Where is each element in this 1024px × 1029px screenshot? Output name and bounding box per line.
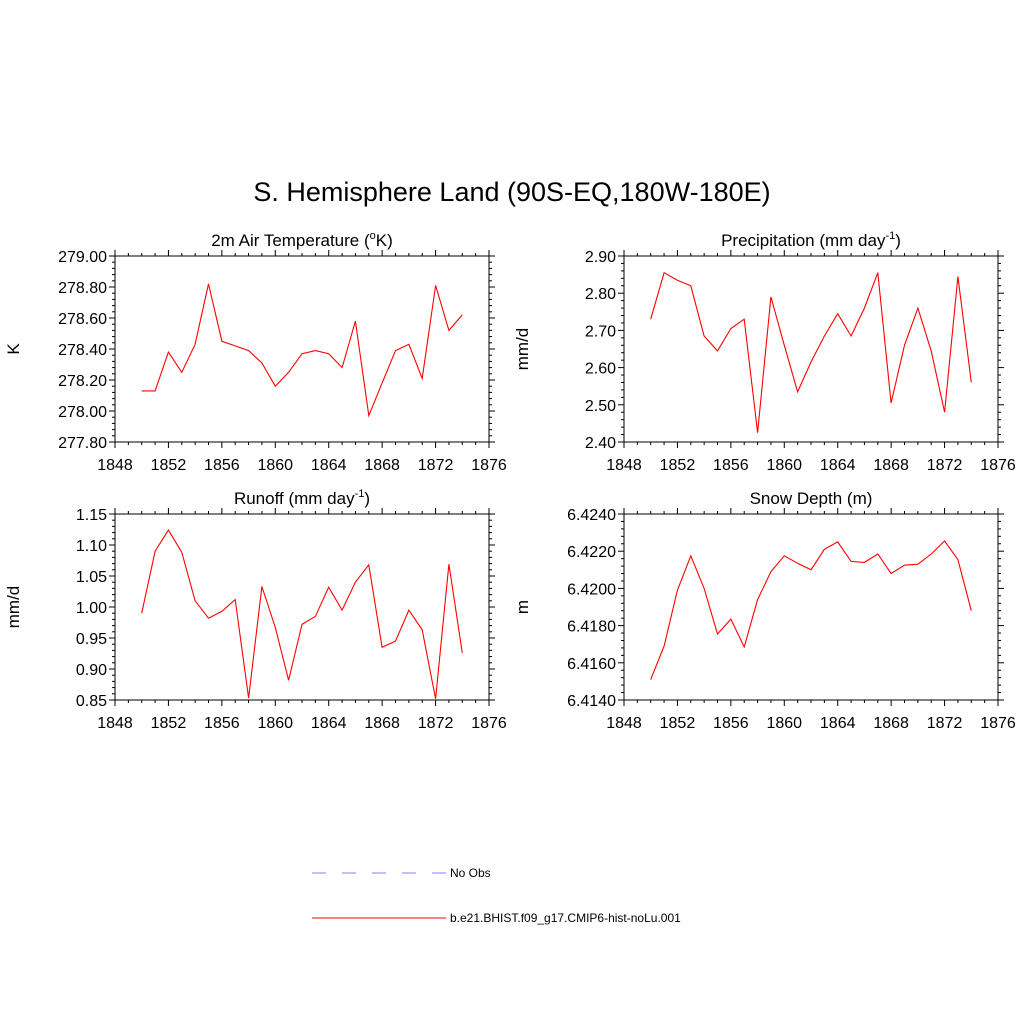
plot-frame bbox=[623, 513, 999, 701]
panel-title-end: ) bbox=[364, 489, 370, 508]
series-line bbox=[141, 283, 463, 418]
series-line bbox=[141, 529, 463, 699]
x-tick-label: 1852 bbox=[151, 457, 187, 474]
x-tick-label: 1860 bbox=[257, 457, 293, 474]
y-tick-label: 6.4160 bbox=[567, 656, 616, 673]
x-tick-label: 1872 bbox=[927, 715, 963, 732]
y-tick-label: 2.60 bbox=[585, 361, 616, 378]
y-axis-label: mm/d bbox=[513, 328, 532, 371]
x-tick-label: 1872 bbox=[927, 457, 963, 474]
y-tick-label: 278.20 bbox=[58, 373, 107, 390]
panel-title-superscript: o bbox=[370, 230, 376, 242]
plot-frame bbox=[114, 255, 490, 443]
y-tick-label: 278.60 bbox=[58, 311, 107, 328]
y-tick-label: 2.50 bbox=[585, 398, 616, 415]
y-tick-label: 0.85 bbox=[76, 693, 107, 710]
y-tick-label: 2.40 bbox=[585, 435, 616, 452]
panel-3: 1848 1852 1856 1860 1864 1868 1872 1876 0.85 0.90… bbox=[4, 488, 507, 732]
x-tick-label: 1876 bbox=[471, 715, 507, 732]
x-tick-label: 1864 bbox=[311, 715, 347, 732]
y-tick-label: 2.80 bbox=[585, 286, 616, 303]
panel-title: Precipitation (mm day-1) bbox=[721, 230, 901, 250]
x-tick-label: 1864 bbox=[820, 457, 856, 474]
panel-4: 1848 1852 1856 1860 1864 1868 1872 1876 6.4140 6.… bbox=[513, 489, 1016, 732]
y-tick-label: 2.70 bbox=[585, 323, 616, 340]
y-tick-label: 279.00 bbox=[58, 249, 107, 266]
y-tick-label: 6.4200 bbox=[567, 581, 616, 598]
y-tick-label: 2.90 bbox=[585, 249, 616, 266]
panel-title: Runoff (mm day-1) bbox=[234, 488, 370, 508]
x-tick-label: 1876 bbox=[980, 715, 1016, 732]
series-line bbox=[650, 540, 972, 680]
y-tick-label: 278.80 bbox=[58, 280, 107, 297]
x-tick-label: 1856 bbox=[204, 457, 240, 474]
panel-title-main: Precipitation (mm day bbox=[721, 231, 886, 250]
x-tick-label: 1848 bbox=[606, 457, 642, 474]
y-tick-label: 1.05 bbox=[76, 569, 107, 586]
legend-label-no-obs: No Obs bbox=[450, 866, 491, 880]
x-tick-label: 1852 bbox=[660, 457, 696, 474]
x-tick-label: 1876 bbox=[471, 457, 507, 474]
x-tick-label: 1860 bbox=[766, 457, 802, 474]
y-tick-label: 6.4240 bbox=[567, 507, 616, 524]
y-axis-label: m bbox=[513, 600, 532, 614]
x-tick-label: 1856 bbox=[713, 457, 749, 474]
x-tick-label: 1860 bbox=[766, 715, 802, 732]
y-axis-label: K bbox=[4, 343, 23, 355]
x-tick-label: 1856 bbox=[204, 715, 240, 732]
legend: No Obs b.e21.BHIST.f09_g17.CMIP6-hist-no… bbox=[312, 866, 681, 925]
x-tick-label: 1876 bbox=[980, 457, 1016, 474]
x-tick-label: 1868 bbox=[364, 457, 400, 474]
x-tick-label: 1860 bbox=[257, 715, 293, 732]
x-tick-label: 1848 bbox=[97, 715, 133, 732]
y-axis-label: mm/d bbox=[4, 586, 23, 629]
x-tick-label: 1848 bbox=[606, 715, 642, 732]
figure-title: S. Hemisphere Land (90S-EQ,180W-180E) bbox=[253, 177, 770, 207]
plot-frame bbox=[623, 255, 999, 443]
panel-title: Snow Depth (m) bbox=[750, 489, 873, 508]
panels: 1848 1852 1856 1860 1864 1868 1872 1876 277.80 27… bbox=[4, 230, 1016, 732]
x-tick-label: 1872 bbox=[418, 457, 454, 474]
panel-title-main: Snow Depth (m) bbox=[750, 489, 873, 508]
y-tick-label: 6.4140 bbox=[567, 693, 616, 710]
y-tick-label: 6.4220 bbox=[567, 544, 616, 561]
panel-1: 1848 1852 1856 1860 1864 1868 1872 1876 277.80 27… bbox=[4, 230, 507, 474]
x-tick-label: 1852 bbox=[151, 715, 187, 732]
panel-title-superscript: -1 bbox=[355, 488, 365, 500]
panel-title-main: 2m Air Temperature ( bbox=[211, 231, 370, 250]
plot-frame bbox=[114, 513, 490, 701]
panel-title-superscript: -1 bbox=[885, 230, 895, 242]
y-tick-label: 1.15 bbox=[76, 507, 107, 524]
series-line bbox=[650, 271, 972, 433]
x-tick-label: 1848 bbox=[97, 457, 133, 474]
panel-title-end: K) bbox=[376, 231, 393, 250]
y-tick-label: 1.10 bbox=[76, 538, 107, 555]
x-tick-label: 1864 bbox=[820, 715, 856, 732]
y-tick-label: 0.90 bbox=[76, 662, 107, 679]
panel-title-main: Runoff (mm day bbox=[234, 489, 355, 508]
x-tick-label: 1856 bbox=[713, 715, 749, 732]
y-tick-label: 278.00 bbox=[58, 404, 107, 421]
x-tick-label: 1868 bbox=[873, 715, 909, 732]
legend-label-model: b.e21.BHIST.f09_g17.CMIP6-hist-noLu.001 bbox=[450, 911, 681, 925]
x-tick-label: 1868 bbox=[873, 457, 909, 474]
y-tick-label: 6.4180 bbox=[567, 619, 616, 636]
x-tick-label: 1872 bbox=[418, 715, 454, 732]
x-tick-label: 1864 bbox=[311, 457, 347, 474]
y-tick-label: 277.80 bbox=[58, 435, 107, 452]
y-tick-label: 0.95 bbox=[76, 631, 107, 648]
panel-2: 1848 1852 1856 1860 1864 1868 1872 1876 2.40 2.50… bbox=[513, 230, 1016, 474]
panel-title: 2m Air Temperature (oK) bbox=[211, 230, 393, 250]
x-tick-label: 1852 bbox=[660, 715, 696, 732]
y-tick-label: 1.00 bbox=[76, 600, 107, 617]
y-tick-label: 278.40 bbox=[58, 342, 107, 359]
panel-title-end: ) bbox=[895, 231, 901, 250]
x-tick-label: 1868 bbox=[364, 715, 400, 732]
